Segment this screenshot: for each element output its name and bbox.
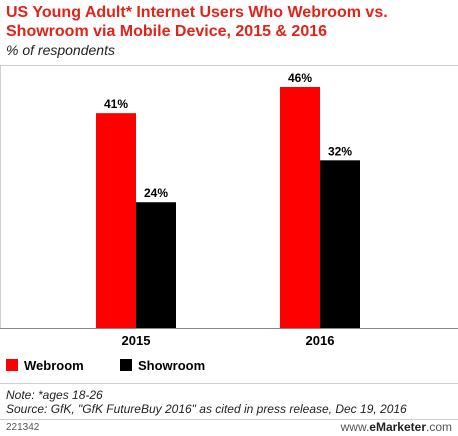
data-label-showroom-2015: 24% [144,186,168,200]
legend-label-webroom: Webroom [24,358,84,373]
bar-webroom-2016 [280,86,320,329]
chart-source: Source: GfK, "GfK FutureBuy 2016" as cit… [6,402,407,416]
brand-name: eMarketer [369,420,426,434]
legend-item-showroom: Showroom [120,358,205,373]
chart-note: Note: *ages 18-26 [6,388,103,402]
bar-webroom-2015 [96,113,136,328]
data-label-showroom-2016: 32% [328,144,352,158]
x-tick-label-2015: 2015 [122,333,151,348]
data-label-webroom-2016: 46% [288,71,312,85]
legend-swatch-showroom [120,359,132,371]
bar-chart: 41% 24% 2015 46% 32% 2016 [0,66,458,348]
chart-subtitle: % of respondents [6,42,115,58]
chart-id: 221342 [6,422,40,433]
data-label-webroom-2015: 41% [104,97,128,111]
legend-label-showroom: Showroom [138,358,206,373]
bar-showroom-2016 [320,160,360,328]
x-tick-label-2016: 2016 [306,333,335,348]
brand-prefix: www. [340,420,370,434]
header-divider [0,65,458,66]
brand-suffix: .com [425,420,452,434]
brand-logo[interactable]: www.eMarketer.com [341,420,452,434]
bar-showroom-2015 [136,202,176,328]
chart-title: US Young Adult* Internet Users Who Webro… [6,4,388,40]
footer-divider [0,419,458,420]
legend-swatch-webroom [6,359,18,371]
legend-item-webroom: Webroom [6,358,84,373]
legend-divider [0,383,458,384]
